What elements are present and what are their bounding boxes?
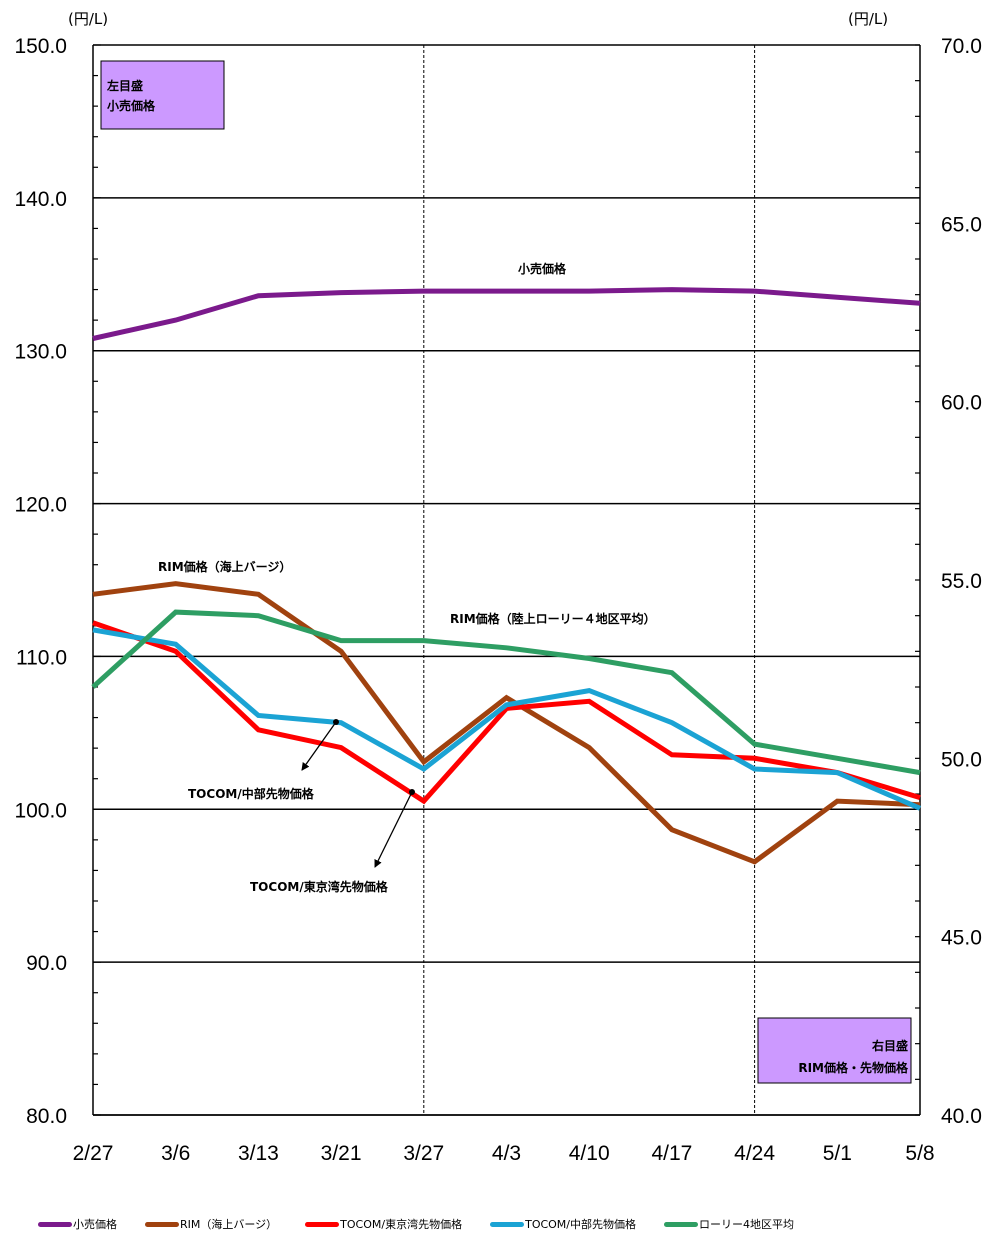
right-axis-ticks: 40.0 45.0 50.0 55.0 60.0 65.0 70.0	[941, 35, 982, 1128]
annotation-rim-barge: RIM価格（海上バージ）	[158, 559, 291, 574]
x-tick-label: 3/13	[238, 1142, 279, 1165]
line-chart: (円/L) (円/L) 80.0 90.0 100.0 110.0 120.0 130.0…	[14, 10, 982, 1165]
annotation-retail: 小売価格	[518, 261, 567, 276]
legend-item-4: ローリー4地区平均	[664, 1216, 794, 1232]
axes	[92, 44, 921, 1116]
left-scale-box: 左目盛 小売価格	[100, 60, 225, 130]
right-axis-unit: (円/L)	[848, 10, 888, 28]
legend-label: TOCOM/東京湾先物価格	[340, 1218, 463, 1231]
x-tick-label: 3/6	[161, 1142, 190, 1165]
left-tick-label: 90.0	[26, 952, 67, 975]
legend-label: ローリー4地区平均	[699, 1218, 795, 1231]
chart-legend: 小売価格 RIM（海上バージ） TOCOM/東京湾先物価格 TOCOM/中部先物価格 ロ…	[38, 1216, 794, 1232]
arrow-tocom-tokyo	[374, 791, 413, 868]
left-tick-label: 120.0	[14, 494, 67, 517]
series-line-4	[91, 609, 921, 776]
left-tick-label: 150.0	[14, 35, 67, 58]
series-lines	[91, 287, 921, 865]
left-axis-unit: (円/L)	[68, 10, 108, 28]
series-line-0	[92, 287, 921, 341]
annotation-tocom-tokyo: TOCOM/東京湾先物価格	[250, 879, 389, 894]
left-tick-label: 80.0	[26, 1105, 67, 1128]
left-box-line1: 左目盛	[106, 78, 143, 93]
left-axis-ticks: 80.0 90.0 100.0 110.0 120.0 130.0 140.0 150.0	[14, 35, 67, 1128]
left-box-line2: 小売価格	[107, 98, 156, 113]
series-line-2	[92, 620, 921, 805]
legend-label: TOCOM/中部先物価格	[525, 1218, 637, 1231]
gridlines	[93, 44, 920, 1116]
x-tick-label: 4/17	[651, 1142, 692, 1165]
left-tick-label: 100.0	[14, 799, 67, 822]
legend-label: RIM（海上バージ）	[180, 1218, 278, 1231]
series-line-1	[92, 581, 921, 865]
legend-swatch	[664, 1221, 699, 1227]
right-scale-box: 右目盛 RIM価格・先物価格	[757, 1017, 912, 1084]
right-tick-label: 50.0	[941, 748, 982, 771]
legend-item-1: RIM（海上バージ）	[145, 1216, 277, 1232]
legend-item-2: TOCOM/東京湾先物価格	[305, 1216, 462, 1232]
right-tick-label: 40.0	[941, 1105, 982, 1128]
x-axis-ticks: 2/27 3/6 3/13 3/21 3/27 4/3 4/10 4/17 4/24 5/1 5/8	[73, 1142, 935, 1165]
annotation-rim-lorry: RIM価格（陸上ローリー４地区平均）	[450, 611, 656, 626]
x-tick-label: 3/27	[403, 1142, 444, 1165]
arrow-tocom-tokyo-origin	[409, 789, 415, 795]
annotation-tocom-chubu: TOCOM/中部先物価格	[188, 786, 315, 801]
legend-item-3: TOCOM/中部先物価格	[490, 1216, 636, 1232]
x-tick-label: 4/10	[569, 1142, 610, 1165]
x-tick-label: 2/27	[73, 1142, 114, 1165]
x-tick-label: 4/3	[492, 1142, 521, 1165]
right-tick-label: 65.0	[941, 213, 982, 236]
arrow-tocom-chubu-origin	[333, 719, 339, 725]
right-tick-label: 60.0	[941, 392, 982, 415]
legend-swatch	[490, 1221, 525, 1227]
right-box-line2: RIM価格・先物価格	[798, 1060, 909, 1075]
left-tick-label: 130.0	[14, 341, 67, 364]
right-tick-label: 45.0	[941, 927, 982, 950]
x-tick-label: 5/1	[823, 1142, 852, 1165]
legend-swatch	[145, 1221, 179, 1227]
x-tick-label: 5/8	[905, 1142, 934, 1165]
x-tick-label: 3/21	[321, 1142, 362, 1165]
series-line-3	[92, 627, 921, 811]
right-box-line1: 右目盛	[871, 1038, 908, 1053]
legend-swatch	[38, 1221, 72, 1227]
legend-label: 小売価格	[73, 1218, 117, 1231]
right-tick-label: 55.0	[941, 570, 982, 593]
legend-item-0: 小売価格	[38, 1216, 117, 1232]
x-tick-label: 4/24	[734, 1142, 775, 1165]
arrow-tocom-chubu	[301, 721, 337, 771]
right-tick-label: 70.0	[941, 35, 982, 58]
left-tick-label: 140.0	[14, 188, 67, 211]
left-tick-label: 110.0	[16, 646, 67, 669]
legend-swatch	[305, 1221, 340, 1227]
